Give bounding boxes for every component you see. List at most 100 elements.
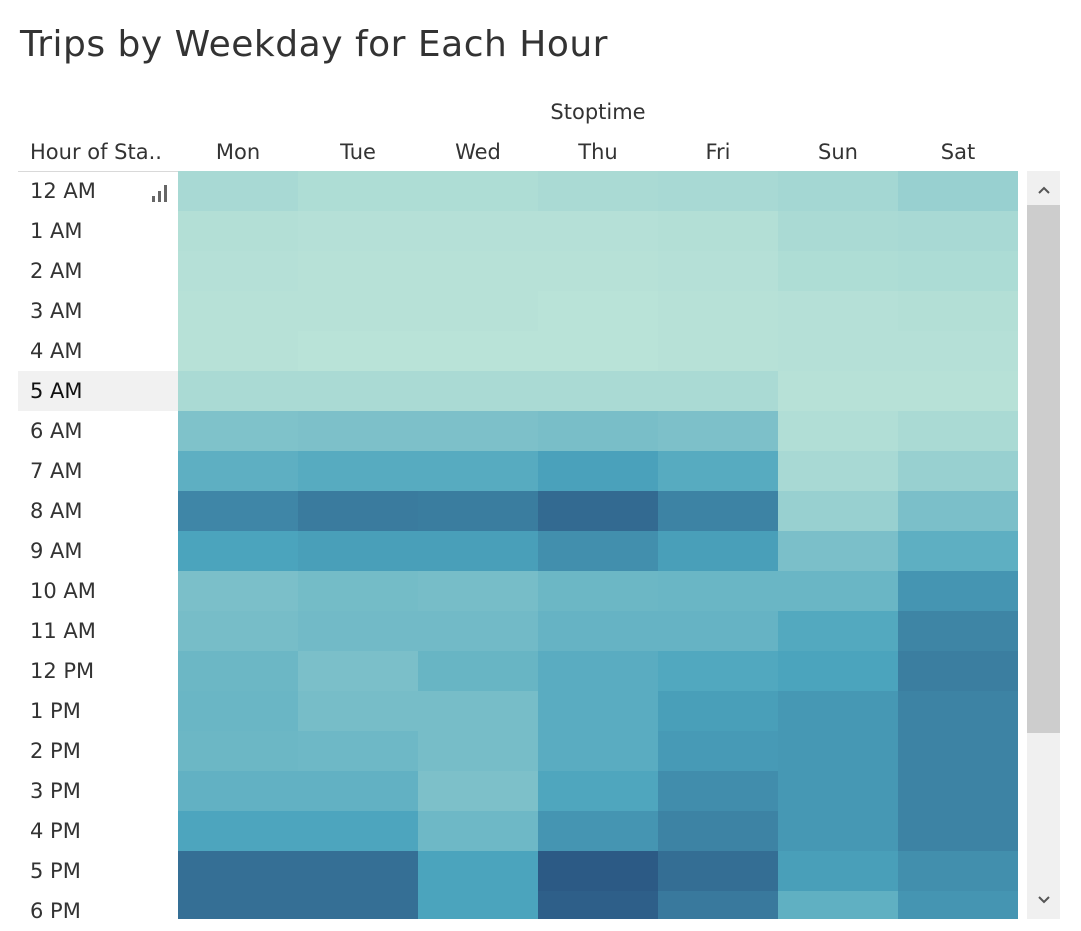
heatmap-cell-5am-tue[interactable] [298, 371, 418, 411]
heatmap-cell-3pm-fri[interactable] [658, 771, 778, 811]
heatmap-cell-3am-mon[interactable] [178, 291, 298, 331]
heatmap-cell-4am-wed[interactable] [418, 331, 538, 371]
column-header-mon[interactable]: Mon [215, 140, 261, 164]
heatmap-cell-5am-thu[interactable] [538, 371, 658, 411]
heatmap-cell-12am-wed[interactable] [418, 171, 538, 211]
heatmap-cell-8am-sat[interactable] [898, 491, 1018, 531]
row-label[interactable]: 3 PM [30, 779, 81, 803]
heatmap-cell-1pm-tue[interactable] [298, 691, 418, 731]
heatmap-cell-1am-mon[interactable] [178, 211, 298, 251]
column-header-sun[interactable]: Sun [818, 140, 858, 164]
heatmap-cell-1pm-fri[interactable] [658, 691, 778, 731]
heatmap-cell-3pm-sun[interactable] [778, 771, 898, 811]
heatmap-cell-8am-thu[interactable] [538, 491, 658, 531]
heatmap-cell-6am-wed[interactable] [418, 411, 538, 451]
heatmap-cell-2am-fri[interactable] [658, 251, 778, 291]
row-label[interactable]: 11 AM [30, 619, 96, 643]
heatmap-cell-12pm-thu[interactable] [538, 651, 658, 691]
heatmap-cell-4am-sat[interactable] [898, 331, 1018, 371]
heatmap-cell-6pm-fri[interactable] [658, 891, 778, 919]
heatmap-cell-12am-thu[interactable] [538, 171, 658, 211]
heatmap-cell-2pm-mon[interactable] [178, 731, 298, 771]
heatmap-cell-3pm-thu[interactable] [538, 771, 658, 811]
heatmap-cell-1am-sun[interactable] [778, 211, 898, 251]
heatmap-cell-1am-tue[interactable] [298, 211, 418, 251]
heatmap-cell-11am-fri[interactable] [658, 611, 778, 651]
heatmap-cell-2pm-wed[interactable] [418, 731, 538, 771]
heatmap-cell-5pm-thu[interactable] [538, 851, 658, 891]
column-header-tue[interactable]: Tue [340, 140, 376, 164]
heatmap-cell-3am-thu[interactable] [538, 291, 658, 331]
heatmap-cell-12pm-wed[interactable] [418, 651, 538, 691]
heatmap-cell-11am-wed[interactable] [418, 611, 538, 651]
heatmap-cell-4am-sun[interactable] [778, 331, 898, 371]
row-label[interactable]: 1 PM [30, 699, 81, 723]
heatmap-cell-7am-sun[interactable] [778, 451, 898, 491]
heatmap-cell-1pm-sat[interactable] [898, 691, 1018, 731]
heatmap-cell-9am-wed[interactable] [418, 531, 538, 571]
row-label[interactable]: 4 PM [30, 819, 81, 843]
heatmap-cell-6am-fri[interactable] [658, 411, 778, 451]
heatmap-cell-3pm-mon[interactable] [178, 771, 298, 811]
heatmap-cell-7am-thu[interactable] [538, 451, 658, 491]
heatmap-cell-11am-thu[interactable] [538, 611, 658, 651]
row-field-label[interactable]: Hour of Sta.. [30, 140, 162, 164]
heatmap-cell-6pm-thu[interactable] [538, 891, 658, 919]
heatmap-cell-5pm-sat[interactable] [898, 851, 1018, 891]
heatmap-cell-7am-wed[interactable] [418, 451, 538, 491]
heatmap-cell-1am-thu[interactable] [538, 211, 658, 251]
row-label[interactable]: 12 AM [30, 179, 96, 203]
heatmap-cell-8am-fri[interactable] [658, 491, 778, 531]
heatmap-cell-4pm-mon[interactable] [178, 811, 298, 851]
heatmap-cell-9am-thu[interactable] [538, 531, 658, 571]
heatmap-cell-5pm-wed[interactable] [418, 851, 538, 891]
heatmap-cell-1pm-wed[interactable] [418, 691, 538, 731]
heatmap-cell-1pm-thu[interactable] [538, 691, 658, 731]
heatmap-cell-8am-tue[interactable] [298, 491, 418, 531]
heatmap-cell-12am-mon[interactable] [178, 171, 298, 211]
heatmap-cell-5am-sat[interactable] [898, 371, 1018, 411]
heatmap-cell-3am-sat[interactable] [898, 291, 1018, 331]
heatmap-cell-10am-sun[interactable] [778, 571, 898, 611]
heatmap-cell-12pm-mon[interactable] [178, 651, 298, 691]
heatmap-cell-3pm-wed[interactable] [418, 771, 538, 811]
heatmap-cell-6am-thu[interactable] [538, 411, 658, 451]
heatmap-cell-1am-fri[interactable] [658, 211, 778, 251]
heatmap-cell-2pm-sat[interactable] [898, 731, 1018, 771]
heatmap-cell-10am-mon[interactable] [178, 571, 298, 611]
heatmap-cell-2pm-tue[interactable] [298, 731, 418, 771]
heatmap-cell-12am-fri[interactable] [658, 171, 778, 211]
vertical-scrollbar[interactable] [1027, 171, 1060, 919]
heatmap-cell-6am-mon[interactable] [178, 411, 298, 451]
row-label[interactable]: 6 PM [30, 899, 81, 923]
heatmap-cell-10am-thu[interactable] [538, 571, 658, 611]
heatmap-cell-5pm-tue[interactable] [298, 851, 418, 891]
row-label[interactable]: 12 PM [30, 659, 95, 683]
heatmap-cell-4pm-thu[interactable] [538, 811, 658, 851]
heatmap-cell-6am-tue[interactable] [298, 411, 418, 451]
heatmap-cell-10am-wed[interactable] [418, 571, 538, 611]
heatmap-cell-12pm-tue[interactable] [298, 651, 418, 691]
heatmap-cell-10am-fri[interactable] [658, 571, 778, 611]
heatmap-cell-8am-sun[interactable] [778, 491, 898, 531]
heatmap-cell-2pm-sun[interactable] [778, 731, 898, 771]
heatmap-cell-3am-wed[interactable] [418, 291, 538, 331]
heatmap-cell-6am-sat[interactable] [898, 411, 1018, 451]
row-label[interactable]: 1 AM [30, 219, 83, 243]
heatmap-cell-2am-tue[interactable] [298, 251, 418, 291]
row-label[interactable]: 2 AM [30, 259, 83, 283]
heatmap-cell-12am-sun[interactable] [778, 171, 898, 211]
heatmap-cell-7am-mon[interactable] [178, 451, 298, 491]
heatmap-cell-4pm-sun[interactable] [778, 811, 898, 851]
heatmap-cell-3am-sun[interactable] [778, 291, 898, 331]
row-label[interactable]: 5 AM [18, 371, 178, 411]
column-header-thu[interactable]: Thu [578, 140, 618, 164]
heatmap-cell-6pm-tue[interactable] [298, 891, 418, 919]
heatmap-cell-8am-wed[interactable] [418, 491, 538, 531]
heatmap-cell-4am-fri[interactable] [658, 331, 778, 371]
heatmap-cell-11am-tue[interactable] [298, 611, 418, 651]
heatmap-cell-2am-sun[interactable] [778, 251, 898, 291]
heatmap-cell-12pm-sun[interactable] [778, 651, 898, 691]
heatmap-cell-12pm-sat[interactable] [898, 651, 1018, 691]
heatmap-cell-7am-fri[interactable] [658, 451, 778, 491]
